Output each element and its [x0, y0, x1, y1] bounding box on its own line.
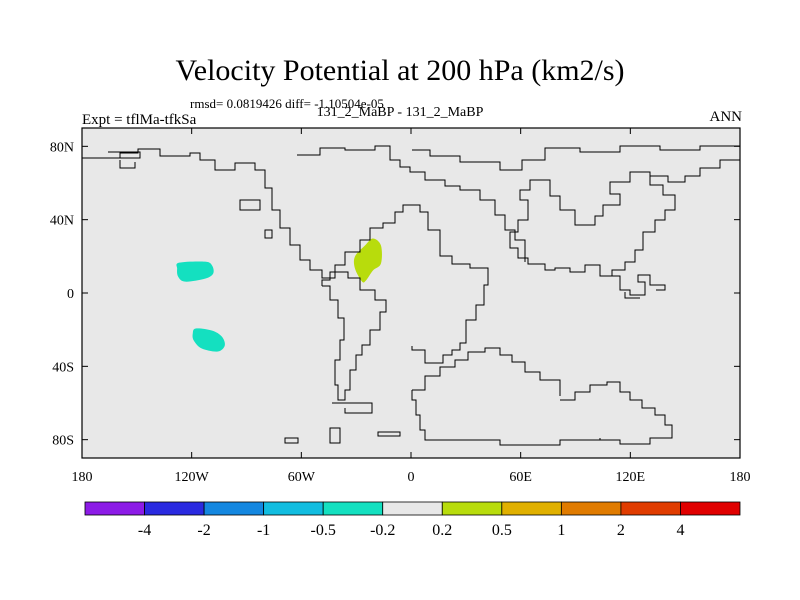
- x-tick-label: 0: [408, 470, 415, 485]
- colorbar-swatch-3: [203, 501, 265, 516]
- chart-title: Velocity Potential at 200 hPa (km2/s): [175, 54, 625, 87]
- colorbar-label: 0.5: [492, 522, 512, 539]
- colorbar-label: 2: [617, 522, 625, 539]
- colorbar-swatch-10: [620, 501, 681, 516]
- x-tick-label: 60E: [509, 470, 532, 485]
- colorbar-swatch-1: [84, 501, 145, 516]
- colorbar-label: -0.5: [311, 522, 336, 539]
- colorbar-label: -4: [138, 522, 151, 539]
- season-label: ANN: [709, 109, 743, 125]
- colorbar-label: 1: [557, 522, 565, 539]
- colorbar-swatch-9: [560, 501, 622, 516]
- colorbar-swatch-2: [144, 501, 205, 516]
- colorbar-swatch-11: [680, 501, 741, 516]
- y-tick-label: 0: [67, 287, 74, 302]
- coastline-antarctica: [411, 347, 600, 446]
- colorbar-swatch-8: [501, 501, 562, 516]
- y-tick-label: 80S: [52, 434, 74, 449]
- anomaly-region-1: [176, 261, 214, 282]
- experiment-label: Expt = tflMa-tfkSa: [82, 112, 197, 128]
- x-tick-label: 180: [72, 470, 93, 485]
- y-tick-label: 40S: [52, 360, 74, 375]
- colorbar: -4 -2 -1 -0.5 -0.2 0.2 0.5 1 2 4: [84, 501, 741, 539]
- coastline-north-america: [82, 148, 489, 364]
- anomaly-layer: [176, 238, 382, 352]
- colorbar-label: 4: [676, 522, 684, 539]
- colorbar-swatch-7: [441, 501, 503, 516]
- chart-subtitle: 131_2_MaBP - 131_2_MaBP: [316, 105, 484, 120]
- y-tick-label: 40N: [50, 214, 74, 229]
- colorbar-label: -1: [257, 522, 270, 539]
- colorbar-swatch-4: [263, 501, 324, 516]
- coastline-greenland: [297, 145, 526, 262]
- colorbar-label: -2: [197, 522, 210, 539]
- coastline-islands: [108, 151, 401, 444]
- axis-ticks: 180 120W 60W 0 60E 120E 180 80N 40N 0 40S 80S: [50, 128, 751, 485]
- colorbar-swatch-6: [382, 501, 443, 516]
- x-tick-label: 120E: [616, 470, 646, 485]
- coastline-southeast-asia: [612, 274, 666, 299]
- plot-background: [82, 128, 740, 458]
- anomaly-region-3: [353, 238, 382, 283]
- y-tick-label: 80N: [50, 140, 74, 155]
- colorbar-label: 0.2: [432, 522, 452, 539]
- x-tick-label: 60W: [288, 470, 316, 485]
- x-tick-label: 180: [730, 470, 751, 485]
- anomaly-region-2: [192, 328, 225, 352]
- coastlines: [82, 145, 740, 446]
- coastline-asia-east: [509, 159, 740, 277]
- colorbar-swatch-5: [322, 501, 384, 516]
- coastline-south-america: [321, 271, 387, 401]
- colorbar-label: -0.2: [370, 522, 395, 539]
- coastline-eurasia: [412, 145, 740, 171]
- x-tick-label: 120W: [175, 470, 210, 485]
- coastline-australia: [560, 381, 673, 445]
- stats-text: rmsd= 0.0819426 diff= -1.10504e-05: [190, 96, 384, 111]
